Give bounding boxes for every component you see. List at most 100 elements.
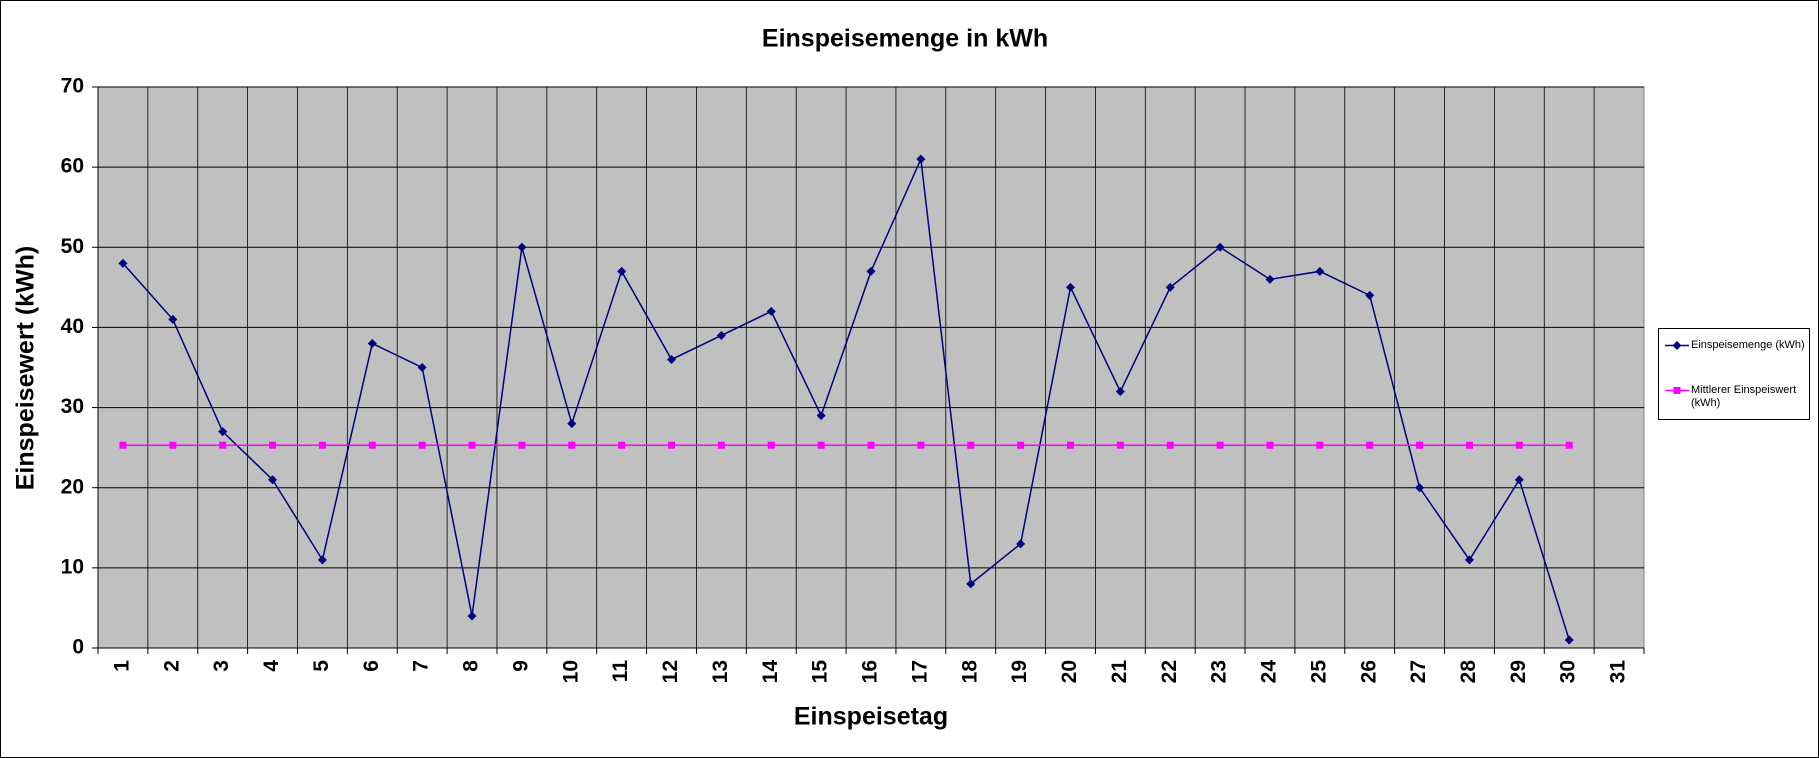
marker bbox=[219, 441, 227, 449]
marker bbox=[916, 154, 926, 164]
marker bbox=[716, 330, 726, 340]
marker bbox=[618, 441, 626, 449]
x-tick-label: 1 bbox=[110, 660, 133, 672]
y-tick-label: 40 bbox=[61, 315, 84, 338]
marker bbox=[418, 441, 426, 449]
x-tick-label: 25 bbox=[1307, 660, 1330, 684]
marker bbox=[318, 441, 326, 449]
marker bbox=[1016, 539, 1026, 549]
marker bbox=[367, 338, 377, 348]
x-tick-label: 5 bbox=[310, 660, 333, 672]
marker bbox=[668, 441, 676, 449]
x-tick-label: 9 bbox=[509, 660, 532, 672]
x-tick-label: 24 bbox=[1258, 660, 1281, 684]
x-tick-label: 18 bbox=[958, 660, 981, 684]
legend-label: Mittlerer Einspeiswert (kWh) bbox=[1691, 384, 1797, 409]
y-tick-label: 10 bbox=[61, 555, 84, 578]
marker bbox=[966, 579, 976, 589]
marker bbox=[1166, 441, 1174, 449]
x-tick-label: 16 bbox=[859, 660, 882, 683]
x-tick-label: 31 bbox=[1607, 660, 1630, 684]
marker bbox=[1116, 441, 1124, 449]
marker bbox=[817, 441, 825, 449]
marker bbox=[717, 441, 725, 449]
x-tick-label: 17 bbox=[908, 660, 931, 683]
legend-label: Einspeisemenge (kWh) bbox=[1691, 339, 1805, 351]
x-tick-label: 13 bbox=[709, 660, 732, 683]
marker bbox=[1514, 475, 1524, 485]
x-tick-label: 27 bbox=[1407, 660, 1430, 683]
marker bbox=[517, 242, 527, 252]
marker bbox=[1515, 441, 1523, 449]
legend-item: Einspeisemenge (kWh) bbox=[1663, 339, 1807, 352]
x-tick-label: 29 bbox=[1507, 660, 1530, 683]
marker bbox=[567, 419, 577, 429]
marker bbox=[1216, 441, 1224, 449]
y-axis-label: Einspeisewert (kWh) bbox=[12, 246, 40, 491]
y-tick-label: 30 bbox=[61, 395, 84, 418]
marker bbox=[568, 441, 576, 449]
y-tick-label: 0 bbox=[72, 636, 84, 659]
marker bbox=[317, 555, 327, 565]
marker bbox=[1365, 290, 1375, 300]
marker bbox=[1415, 483, 1425, 493]
y-tick-label: 20 bbox=[61, 475, 84, 498]
marker bbox=[1565, 441, 1573, 449]
marker bbox=[368, 441, 376, 449]
marker bbox=[866, 266, 876, 276]
y-tick-label: 70 bbox=[61, 75, 84, 98]
y-tick-label: 50 bbox=[61, 235, 84, 258]
x-tick-label: 30 bbox=[1557, 660, 1580, 683]
x-tick-label: 19 bbox=[1008, 660, 1031, 683]
plot-area bbox=[97, 86, 1645, 649]
chart-title: Einspeisemenge in kWh bbox=[762, 25, 1048, 53]
legend-item: Mittlerer Einspeiswert (kWh) bbox=[1663, 384, 1807, 410]
marker bbox=[1464, 555, 1474, 565]
legend-swatch bbox=[1665, 341, 1689, 350]
marker bbox=[1672, 341, 1682, 350]
marker bbox=[1066, 441, 1074, 449]
x-tick-label: 12 bbox=[659, 660, 682, 683]
marker bbox=[268, 475, 278, 485]
marker bbox=[1465, 441, 1473, 449]
marker bbox=[867, 441, 875, 449]
x-axis-label: Einspeisetag bbox=[794, 703, 948, 731]
marker bbox=[917, 441, 925, 449]
x-tick-label: 23 bbox=[1208, 660, 1231, 683]
marker bbox=[1673, 387, 1681, 394]
marker bbox=[417, 363, 427, 372]
x-tick-label: 15 bbox=[809, 660, 832, 684]
x-tick-label: 11 bbox=[609, 660, 632, 683]
marker bbox=[617, 266, 627, 276]
x-tick-label: 7 bbox=[410, 660, 433, 672]
marker bbox=[767, 441, 775, 449]
marker bbox=[967, 441, 975, 449]
legend-swatch bbox=[1665, 387, 1689, 394]
x-tick-label: 2 bbox=[160, 660, 183, 672]
x-tick-label: 8 bbox=[460, 660, 483, 672]
marker bbox=[169, 441, 177, 449]
x-tick-label: 20 bbox=[1058, 660, 1081, 683]
marker bbox=[119, 441, 127, 449]
x-tick-label: 21 bbox=[1108, 660, 1131, 684]
marker bbox=[1265, 274, 1275, 284]
marker bbox=[1115, 387, 1125, 397]
marker bbox=[1017, 441, 1025, 449]
x-tick-label: 3 bbox=[210, 660, 233, 672]
legend: Einspeisemenge (kWh) Mittlerer Einspeiswe… bbox=[1658, 328, 1810, 420]
marker bbox=[1366, 441, 1374, 449]
marker bbox=[168, 314, 178, 324]
marker bbox=[218, 427, 228, 437]
marker bbox=[667, 354, 677, 364]
marker bbox=[118, 258, 128, 268]
series-line bbox=[122, 156, 1570, 641]
marker bbox=[1564, 635, 1574, 645]
x-tick-label: 10 bbox=[559, 660, 582, 683]
marker bbox=[1316, 441, 1324, 449]
x-tick-label: 6 bbox=[360, 660, 383, 672]
marker bbox=[467, 611, 477, 621]
marker bbox=[269, 441, 277, 449]
marker bbox=[1416, 441, 1424, 449]
x-tick-label: 4 bbox=[260, 660, 283, 672]
